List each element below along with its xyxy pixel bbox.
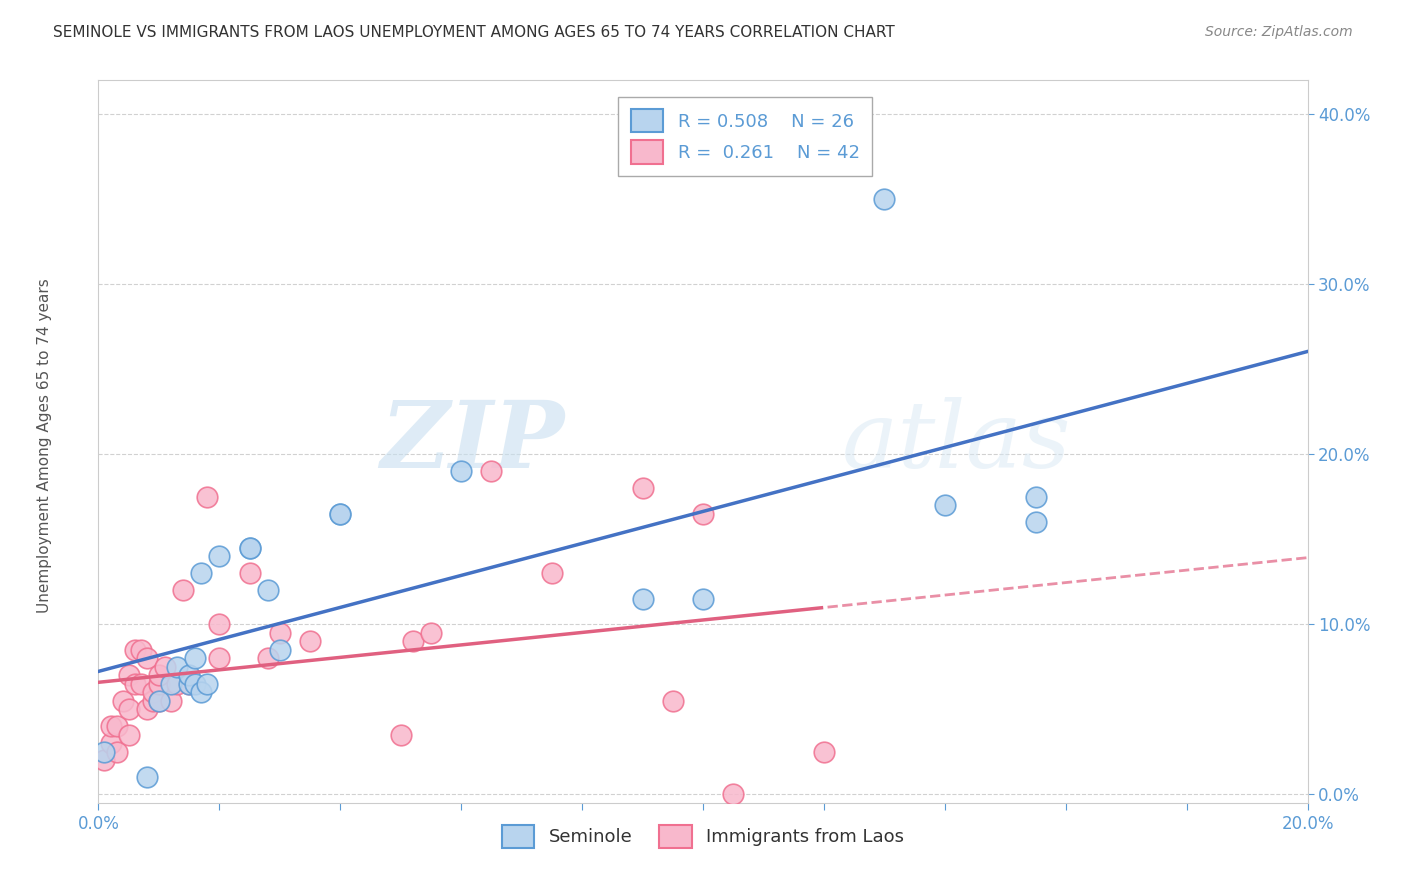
Point <box>195 490 218 504</box>
Point <box>118 668 141 682</box>
Point <box>661 694 683 708</box>
Point <box>93 753 115 767</box>
Point <box>142 685 165 699</box>
Point <box>256 583 278 598</box>
Text: Source: ZipAtlas.com: Source: ZipAtlas.com <box>1205 25 1353 39</box>
Point <box>631 481 654 495</box>
Point <box>105 719 128 733</box>
Point <box>160 694 183 708</box>
Point <box>208 549 231 564</box>
Point <box>190 685 212 699</box>
Point <box>129 642 152 657</box>
Point <box>93 745 115 759</box>
Point <box>389 728 412 742</box>
Point <box>142 694 165 708</box>
Text: atlas: atlas <box>842 397 1071 486</box>
Point <box>148 694 170 708</box>
Point <box>934 498 956 512</box>
Point <box>135 702 157 716</box>
Point <box>1024 516 1046 530</box>
Point <box>148 694 170 708</box>
Point <box>420 625 443 640</box>
Point <box>190 566 212 581</box>
Point <box>873 192 896 206</box>
Point <box>692 507 714 521</box>
Point <box>172 583 194 598</box>
Point <box>118 702 141 716</box>
Point <box>184 677 207 691</box>
Point <box>129 677 152 691</box>
Point <box>1024 490 1046 504</box>
Text: ZIP: ZIP <box>380 397 564 486</box>
Point <box>813 745 835 759</box>
Point <box>148 668 170 682</box>
Point <box>540 566 562 581</box>
Point <box>160 677 183 691</box>
Point <box>118 728 141 742</box>
Point <box>111 694 134 708</box>
Point <box>179 668 201 682</box>
Point <box>100 736 122 750</box>
Point <box>179 677 201 691</box>
Point <box>329 507 352 521</box>
Point <box>631 591 654 606</box>
Point <box>135 651 157 665</box>
Point <box>153 660 176 674</box>
Point <box>135 770 157 784</box>
Point <box>692 591 714 606</box>
Point <box>179 677 201 691</box>
Point <box>239 566 262 581</box>
Point <box>239 541 262 555</box>
Point <box>481 464 503 478</box>
Text: SEMINOLE VS IMMIGRANTS FROM LAOS UNEMPLOYMENT AMONG AGES 65 TO 74 YEARS CORRELAT: SEMINOLE VS IMMIGRANTS FROM LAOS UNEMPLO… <box>53 25 896 40</box>
Point <box>299 634 322 648</box>
Point <box>450 464 472 478</box>
Point <box>148 677 170 691</box>
Legend: Seminole, Immigrants from Laos: Seminole, Immigrants from Laos <box>495 818 911 855</box>
Point <box>124 642 146 657</box>
Point <box>166 677 188 691</box>
Point <box>269 642 291 657</box>
Point <box>166 660 188 674</box>
Point <box>100 719 122 733</box>
Point <box>256 651 278 665</box>
Point <box>124 677 146 691</box>
Point <box>105 745 128 759</box>
Text: Unemployment Among Ages 65 to 74 years: Unemployment Among Ages 65 to 74 years <box>38 278 52 614</box>
Point <box>269 625 291 640</box>
Point <box>195 677 218 691</box>
Point <box>208 651 231 665</box>
Point <box>239 541 262 555</box>
Point <box>184 651 207 665</box>
Point <box>329 507 352 521</box>
Point <box>723 787 745 801</box>
Point <box>208 617 231 632</box>
Point <box>402 634 425 648</box>
